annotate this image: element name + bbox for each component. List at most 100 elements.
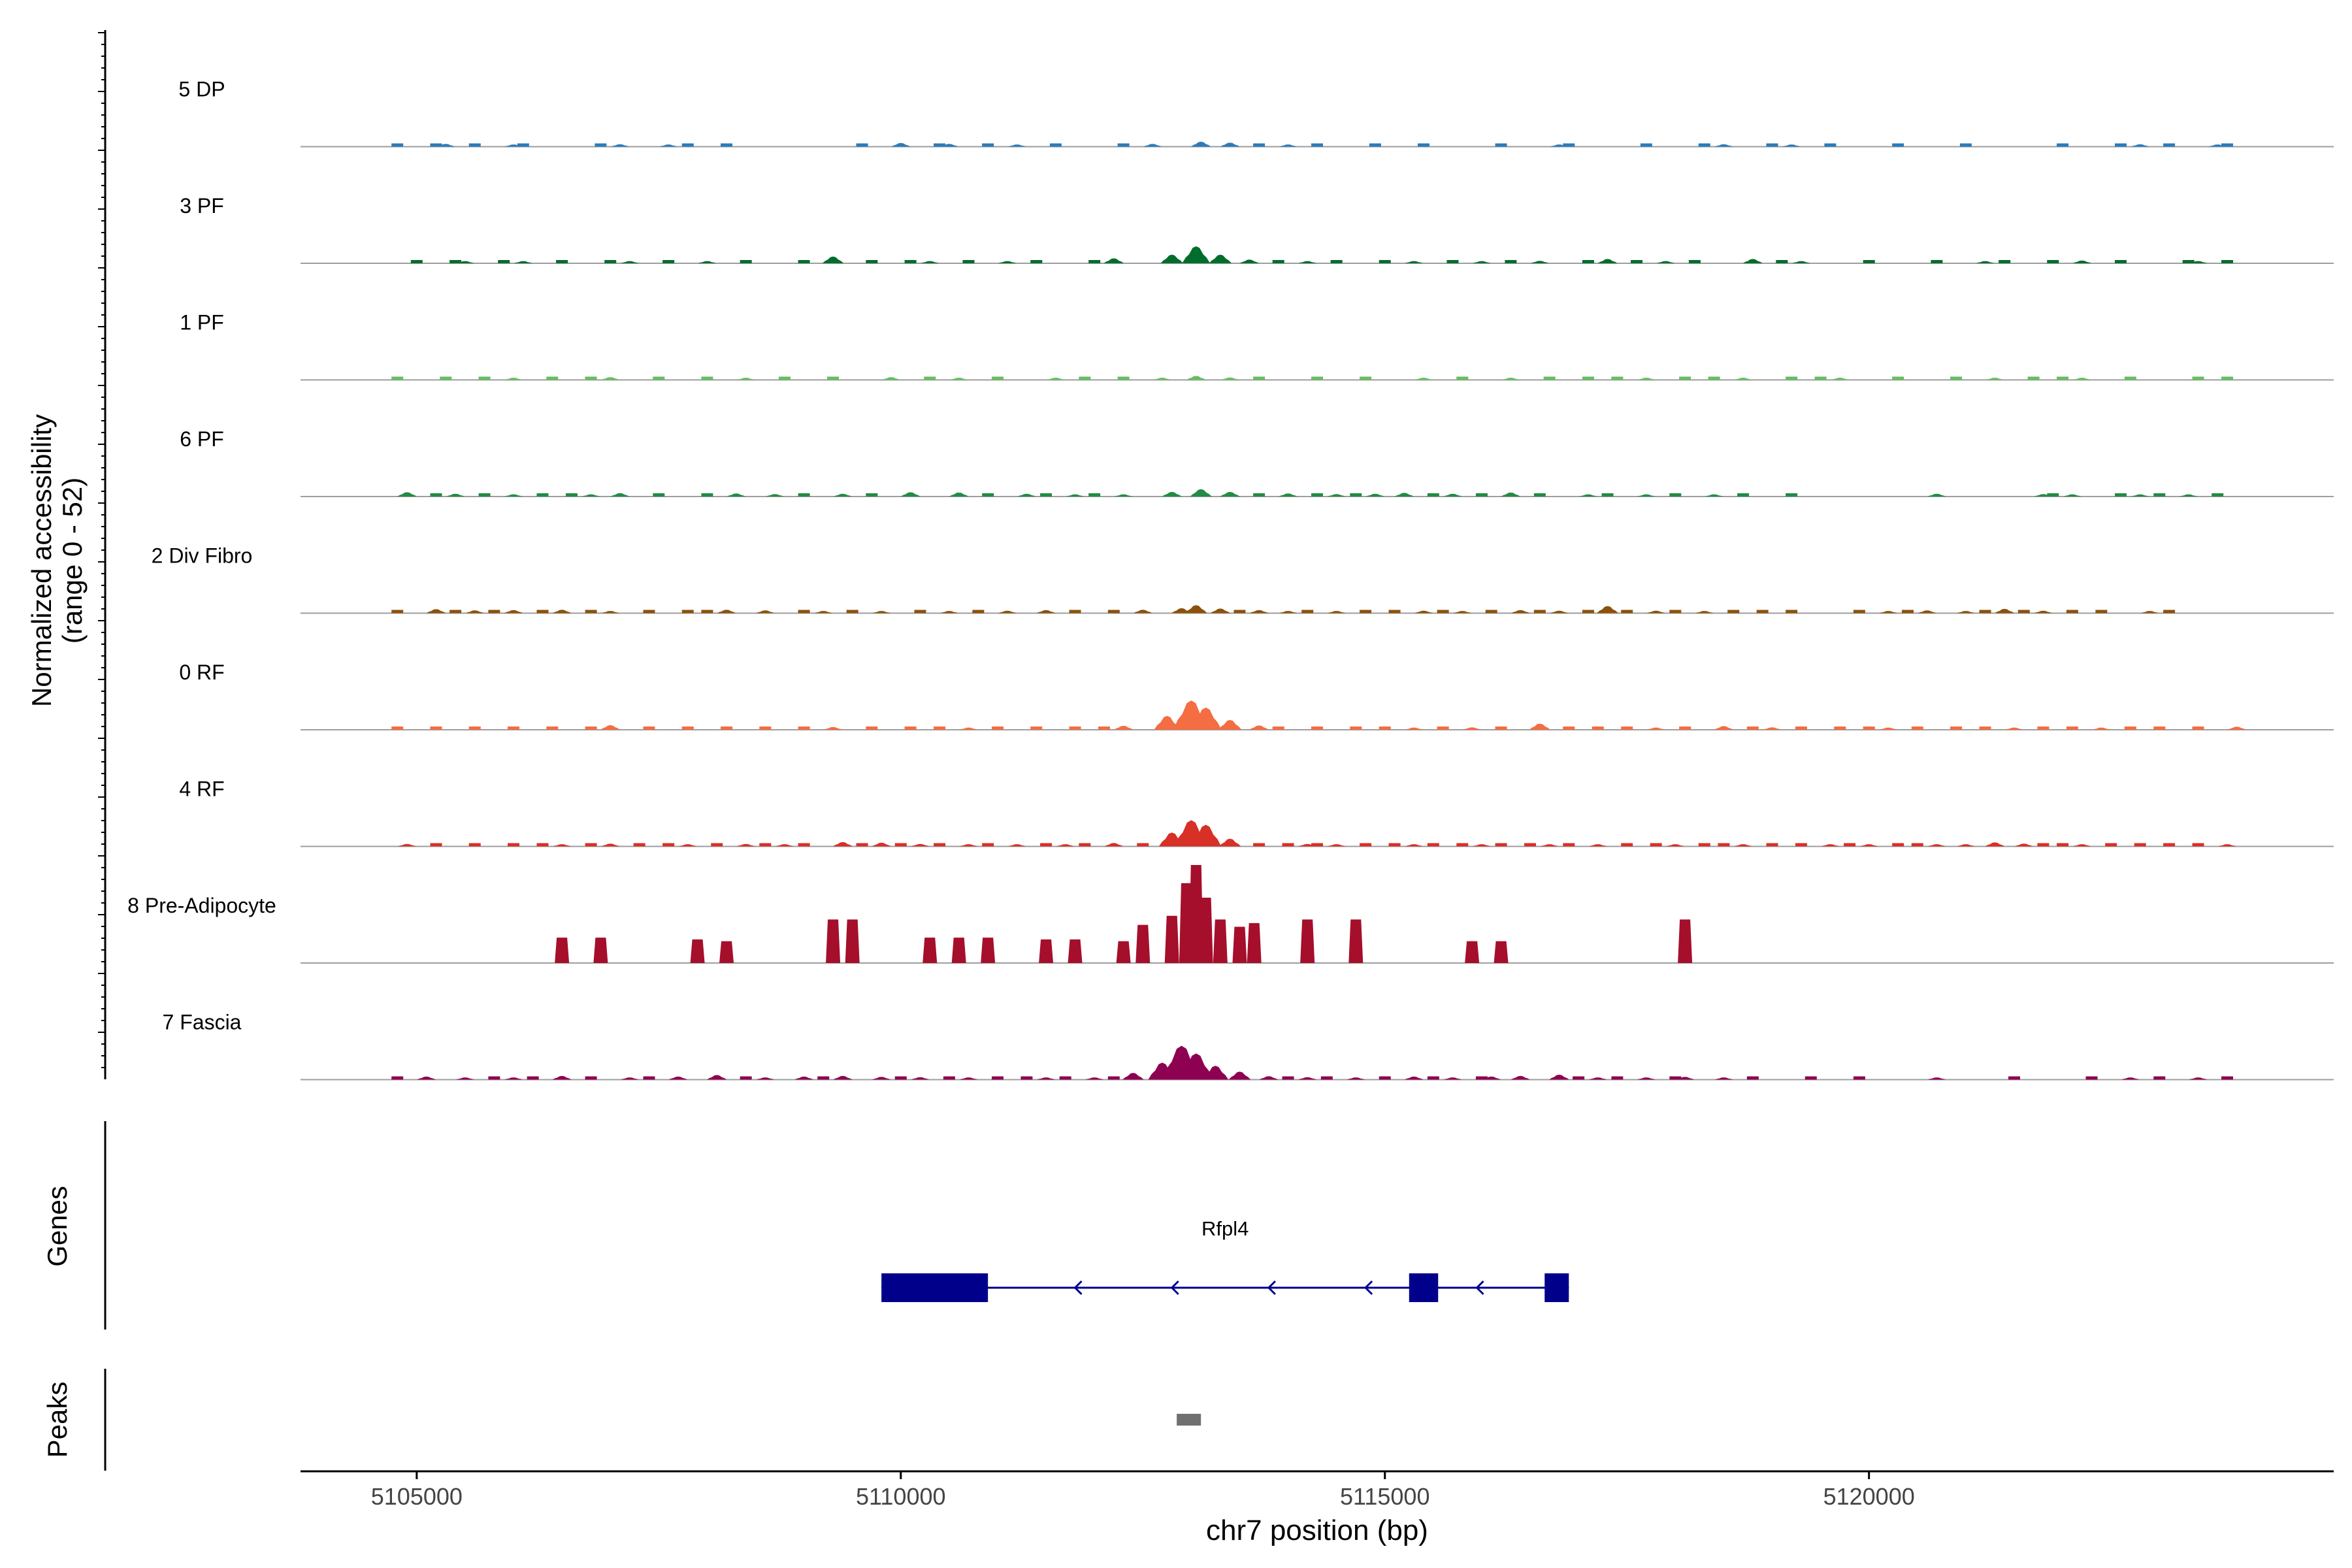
coverage-blip	[2057, 143, 2069, 147]
coverage-peak	[794, 1076, 814, 1080]
coverage-blip	[778, 376, 791, 380]
coverage-blip	[982, 143, 994, 147]
coverage-blip	[1863, 727, 1875, 730]
coverage-blip	[1979, 727, 1991, 730]
coverage-peak	[1213, 919, 1228, 963]
coverage-peak	[1210, 608, 1231, 613]
coverage-peak	[872, 611, 891, 613]
coverage-peak	[2034, 610, 2053, 613]
coverage-blip	[1679, 376, 1691, 380]
coverage-blip	[924, 376, 936, 380]
coverage-blip	[1795, 727, 1807, 730]
coverage-blip	[430, 727, 442, 730]
coverage-blip	[653, 493, 665, 497]
coverage-peak	[1472, 261, 1492, 263]
coverage-peak	[1482, 1076, 1501, 1080]
coverage-blip	[2221, 1076, 2233, 1080]
coverage-blip	[2008, 1076, 2020, 1080]
coverage-peak	[610, 493, 630, 497]
coverage-peak	[2121, 1077, 2140, 1080]
coverage-peak	[1927, 1077, 1946, 1080]
coverage-peak	[1763, 727, 1782, 730]
coverage-blip	[643, 727, 655, 730]
coverage-blip	[2153, 1076, 2166, 1080]
track-5-dp: 5 DP	[178, 78, 2334, 148]
coverage-blip	[1079, 376, 1091, 380]
coverage-blip	[1379, 260, 1391, 263]
coverage-peak	[1637, 378, 1656, 380]
coverage-peak	[600, 377, 620, 380]
coverage-peak	[2072, 378, 2091, 380]
coverage-blip	[410, 260, 423, 263]
coverage-peak	[1327, 494, 1346, 497]
coverage-peak	[504, 144, 523, 147]
coverage-peak	[552, 1075, 572, 1080]
coverage-peak	[1152, 378, 1171, 380]
coverage-blip	[585, 1076, 597, 1080]
coverage-peak	[1133, 610, 1152, 613]
coverage-peak	[959, 1077, 978, 1080]
coverage-blip	[488, 1076, 500, 1080]
coverage-blip	[1253, 493, 1266, 497]
coverage-blip	[1631, 260, 1643, 263]
track-3-pf: 3 PF	[180, 194, 2334, 264]
strand-arrow	[1073, 1280, 1083, 1296]
coverage-peak	[397, 492, 417, 497]
coverage-blip	[604, 260, 617, 263]
coverage-peak	[1646, 610, 1665, 613]
x-tick-label: 5115000	[1340, 1483, 1429, 1510]
coverage-peak	[1017, 493, 1036, 497]
coverage-blip	[1117, 143, 1130, 147]
coverage-peak	[833, 1075, 853, 1080]
coverage-blip	[440, 376, 452, 380]
coverage-blip	[740, 1076, 752, 1080]
coverage-peak	[736, 378, 755, 380]
coverage-blip	[1892, 376, 1904, 380]
coverage-blip	[2114, 143, 2127, 147]
coverage-peak	[690, 939, 705, 963]
coverage-blip	[1786, 493, 1798, 497]
coverage-blip	[1727, 610, 1740, 613]
coverage-blip	[391, 143, 404, 147]
coverage-blip	[2221, 143, 2233, 147]
coverage-blip	[536, 493, 549, 497]
coverage-blip	[846, 610, 858, 613]
coverage-peak	[1036, 610, 1056, 613]
track-7-fascia: 7 Fascia	[163, 1011, 2334, 1081]
coverage-blip	[2057, 843, 2069, 847]
coverage-peak	[1511, 1075, 1531, 1080]
coverage-blip	[391, 727, 404, 730]
coverage-blip	[1805, 1076, 1817, 1080]
coverage-blip	[1669, 1076, 1682, 1080]
coverage-peak	[2140, 611, 2159, 613]
coverage-blip	[991, 376, 1004, 380]
strand-arrow	[1267, 1280, 1276, 1296]
coverage-peak	[620, 1077, 639, 1080]
coverage-blip	[2027, 376, 2040, 380]
coverage-blip	[556, 260, 568, 263]
coverage-blip	[527, 1076, 539, 1080]
coverage-blip	[1708, 376, 1720, 380]
coverage-peak	[1465, 941, 1480, 963]
coverage-blip	[866, 493, 878, 497]
gene-exon	[1544, 1273, 1569, 1302]
coverage-blip	[721, 143, 733, 147]
coverage-peak	[1007, 844, 1026, 847]
coverage-peak	[1405, 727, 1424, 730]
coverage-peak	[1529, 723, 1550, 730]
coverage-peak	[872, 842, 891, 847]
coverage-peak	[2131, 144, 2149, 147]
coverage-blip	[1853, 610, 1865, 613]
coverage-blip	[1688, 260, 1701, 263]
coverage-blip	[1040, 493, 1053, 497]
coverage-peak	[668, 1076, 688, 1080]
coverage-blip	[468, 843, 481, 847]
coverage-peak	[822, 256, 844, 263]
coverage-blip	[1795, 843, 1807, 847]
coverage-peak	[1550, 610, 1569, 613]
gene-exon	[1409, 1273, 1439, 1302]
coverage-blip	[1892, 843, 1904, 847]
coverage-blip	[2105, 843, 2117, 847]
track-1-pf: 1 PF	[180, 311, 2334, 381]
track-6-pf: 6 PF	[180, 427, 2334, 497]
